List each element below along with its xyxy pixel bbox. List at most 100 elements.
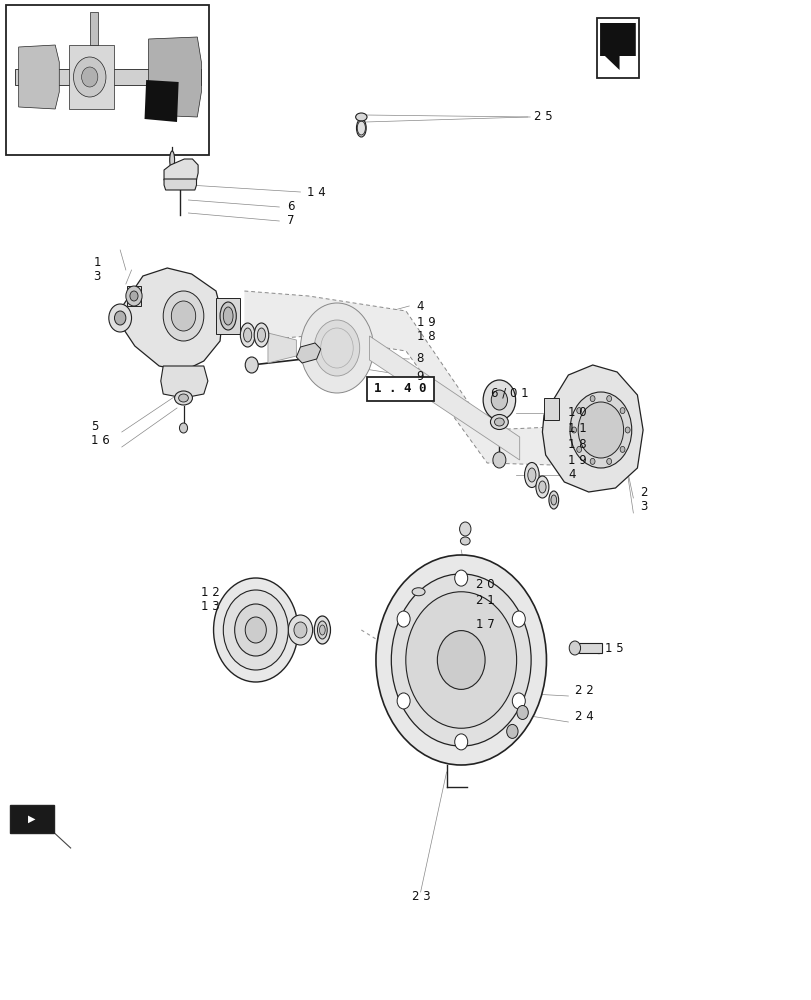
Text: 3: 3 — [93, 269, 101, 282]
Polygon shape — [15, 69, 201, 85]
Ellipse shape — [355, 113, 367, 121]
Ellipse shape — [317, 621, 327, 639]
Polygon shape — [127, 286, 141, 306]
Circle shape — [459, 522, 470, 536]
Circle shape — [620, 446, 624, 452]
Circle shape — [397, 611, 410, 627]
Circle shape — [576, 446, 581, 452]
Text: 2 3: 2 3 — [412, 890, 431, 902]
Circle shape — [576, 408, 581, 414]
Bar — [367, 377, 433, 401]
Text: 9: 9 — [416, 369, 423, 382]
Circle shape — [517, 706, 528, 720]
Text: 2 2: 2 2 — [574, 684, 593, 696]
Ellipse shape — [220, 302, 236, 330]
Circle shape — [163, 291, 204, 341]
Circle shape — [437, 631, 484, 689]
Text: 1 0: 1 0 — [568, 406, 586, 420]
Circle shape — [397, 693, 410, 709]
Circle shape — [81, 67, 98, 87]
Polygon shape — [161, 366, 208, 398]
Text: 1 9: 1 9 — [568, 454, 586, 466]
Text: 3: 3 — [639, 500, 646, 514]
Circle shape — [512, 611, 525, 627]
Polygon shape — [244, 291, 551, 465]
Ellipse shape — [494, 418, 504, 426]
Circle shape — [624, 427, 629, 433]
Ellipse shape — [243, 328, 251, 342]
Ellipse shape — [539, 481, 546, 493]
Circle shape — [506, 724, 517, 738]
Circle shape — [512, 693, 525, 709]
Text: 4: 4 — [568, 468, 575, 482]
Ellipse shape — [527, 468, 535, 482]
Text: 1 3: 1 3 — [201, 600, 220, 613]
Circle shape — [606, 458, 611, 464]
Text: 2 4: 2 4 — [574, 710, 593, 722]
Circle shape — [300, 303, 373, 393]
Ellipse shape — [320, 625, 324, 635]
Circle shape — [234, 604, 277, 656]
Text: 1 5: 1 5 — [604, 642, 623, 654]
Ellipse shape — [223, 307, 233, 325]
Circle shape — [375, 555, 546, 765]
Ellipse shape — [356, 119, 366, 137]
Circle shape — [620, 408, 624, 414]
Circle shape — [114, 311, 126, 325]
Ellipse shape — [178, 394, 188, 402]
Circle shape — [406, 592, 516, 728]
Polygon shape — [164, 179, 196, 190]
Polygon shape — [599, 23, 635, 70]
Text: 7: 7 — [286, 215, 294, 228]
Circle shape — [391, 574, 530, 746]
Polygon shape — [268, 333, 296, 363]
Polygon shape — [148, 37, 201, 117]
Polygon shape — [164, 159, 198, 180]
Circle shape — [590, 458, 594, 464]
Polygon shape — [144, 80, 178, 122]
Text: 1 2: 1 2 — [201, 585, 220, 598]
Bar — [10, 805, 54, 833]
Polygon shape — [216, 298, 240, 334]
Text: 1 8: 1 8 — [416, 330, 435, 344]
Text: 4: 4 — [416, 300, 423, 312]
Text: 6: 6 — [286, 200, 294, 214]
Circle shape — [590, 396, 594, 402]
Text: 1 1: 1 1 — [568, 422, 586, 436]
Bar — [596, 18, 638, 78]
Text: 1 7: 1 7 — [475, 618, 494, 632]
Polygon shape — [369, 336, 519, 460]
Circle shape — [171, 301, 195, 331]
Text: 1 4: 1 4 — [307, 186, 325, 198]
Text: 2 0: 2 0 — [475, 578, 494, 590]
Ellipse shape — [460, 537, 470, 545]
Circle shape — [223, 590, 288, 670]
Ellipse shape — [174, 391, 192, 405]
Text: 2: 2 — [639, 486, 646, 498]
Text: 1 . 4 0: 1 . 4 0 — [374, 382, 426, 395]
Text: ▶: ▶ — [28, 814, 36, 824]
Circle shape — [571, 427, 576, 433]
Polygon shape — [296, 343, 320, 363]
Ellipse shape — [169, 151, 174, 169]
Circle shape — [245, 357, 258, 373]
Circle shape — [454, 570, 467, 586]
Bar — [6, 5, 209, 155]
Polygon shape — [70, 45, 114, 109]
Text: 1 8: 1 8 — [568, 438, 586, 450]
Text: 5: 5 — [91, 420, 98, 432]
Circle shape — [491, 390, 507, 410]
Text: 8: 8 — [416, 353, 423, 365]
Circle shape — [294, 622, 307, 638]
Circle shape — [569, 641, 580, 655]
Ellipse shape — [524, 462, 539, 488]
Polygon shape — [120, 268, 222, 371]
Text: 2 1: 2 1 — [475, 593, 494, 606]
Polygon shape — [19, 45, 59, 109]
Polygon shape — [89, 12, 98, 45]
Circle shape — [74, 57, 105, 97]
Ellipse shape — [535, 476, 548, 498]
Text: 1: 1 — [93, 255, 101, 268]
Circle shape — [577, 402, 623, 458]
Text: 6 / 0 1: 6 / 0 1 — [491, 386, 528, 399]
